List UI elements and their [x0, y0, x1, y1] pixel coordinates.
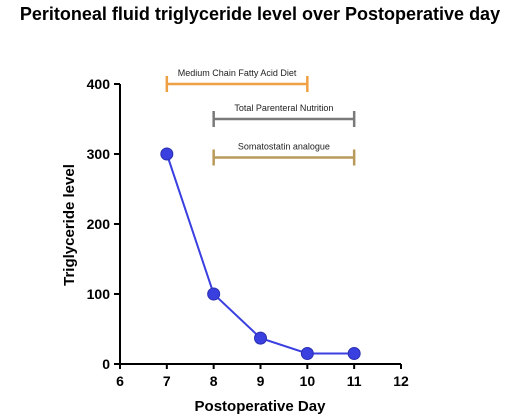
- x-tick-label: 6: [116, 373, 124, 389]
- annotation-label: Medium Chain Fatty Acid Diet: [178, 68, 297, 78]
- chart-title: Peritoneal fluid triglyceride level over…: [20, 4, 500, 24]
- x-tick-label: 9: [257, 373, 265, 389]
- y-tick-label: 300: [87, 146, 111, 162]
- y-axis-label: Triglyceride level: [61, 164, 78, 286]
- y-tick-label: 400: [87, 76, 111, 92]
- data-point: [207, 287, 221, 301]
- x-tick-label: 10: [300, 373, 316, 389]
- annotation-label: Somatostatin analogue: [238, 142, 330, 152]
- data-point: [300, 347, 314, 360]
- annotation-label: Total Parenteral Nutrition: [234, 103, 333, 113]
- y-tick-label: 100: [87, 286, 111, 302]
- x-tick-label: 8: [210, 373, 218, 389]
- y-tick-label: 200: [87, 216, 111, 232]
- data-point: [160, 147, 174, 161]
- plot-area: 6 7 8 9 10 11 12 0 100 200 300 400 Medium Chain Fatt…: [87, 68, 409, 389]
- x-tick-label: 11: [347, 373, 362, 389]
- data-point: [347, 347, 361, 360]
- x-tick-label: 12: [393, 373, 409, 389]
- series-line: [165, 153, 355, 355]
- data-point: [254, 331, 267, 345]
- x-axis-label: Postoperative Day: [195, 398, 327, 415]
- x-tick-label: 7: [163, 373, 171, 389]
- y-tick-label: 0: [102, 356, 110, 372]
